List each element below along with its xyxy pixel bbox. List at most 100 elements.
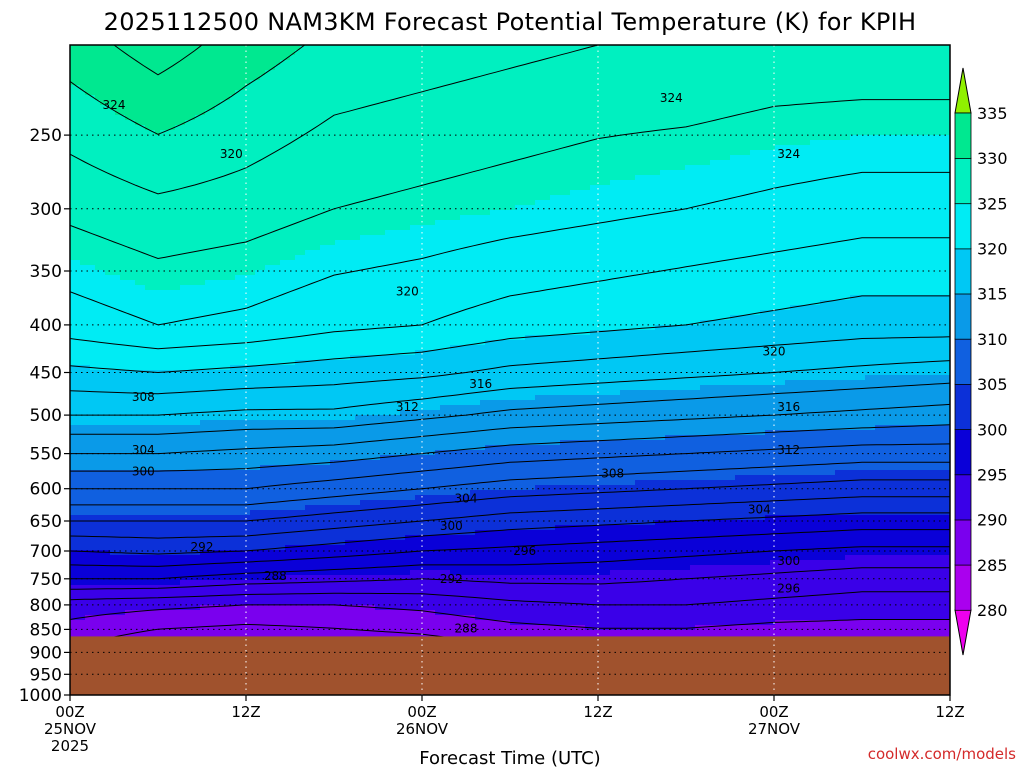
contour-line-298 [70,529,950,567]
contour-label: 296 [513,544,536,558]
colorbar-label: 335 [977,104,1008,123]
y-tick-label: 600 [30,480,62,500]
contour-line-324 [70,171,950,326]
colorbar-label: 315 [977,285,1008,304]
contour-line-294 [70,567,950,590]
contour-line-306 [70,461,950,506]
y-tick-label: 850 [30,620,62,640]
colorbar: 280 285 290 295 300 305 310 315 320 325 330 335 [954,67,1008,656]
contour-line-308 [70,443,950,490]
x-tick-label: 12Z [583,703,612,721]
colorbar-swatch [954,428,972,476]
plot-area: 324 320 324 324 320 320 316 316 312 312 308 308 304 3… [70,45,950,695]
contour-label: 292 [191,540,214,554]
x-tick-label: 12Z [231,703,260,721]
x-axis-label: Forecast Time (UTC) [419,748,600,768]
y-tick-label: 300 [30,200,62,220]
y-tick-label: 450 [30,364,62,384]
contour-line-310 [70,424,950,472]
contour-line-322 [70,237,950,350]
contour-label: 308 [601,467,624,481]
colorbar-label: 285 [977,556,1008,575]
contour-label: 300 [777,554,800,568]
x-tick-label: 25NOV [44,720,97,738]
x-tick-label: 26NOV [396,720,449,738]
colorbar-swatch [954,293,972,340]
y-tick-label: 800 [30,596,62,616]
contour-label: 304 [748,503,771,517]
y-tick-label: 700 [30,542,62,562]
x-tick-label: 00Z [55,703,84,721]
y-tick-label: 650 [30,512,62,532]
contour-line-326 [70,99,950,260]
plot-frame [69,44,951,696]
x-tick-label: 00Z [759,703,788,721]
colorbar-over-arrow [954,67,972,114]
grid-lines [70,45,950,695]
x-tick-label: 00Z [407,703,436,721]
chart-title: 2025112500 NAM3KM Forecast Potential Tem… [104,8,917,36]
y-tick-label: 1000 [19,686,62,706]
contour-label: 312 [396,400,419,414]
contour-line-314 [70,382,950,435]
y-tick-label: 550 [30,445,62,465]
credit-text: coolwx.com/models [868,745,1016,763]
contour-label: 288 [264,569,287,583]
contour-line-296 [70,546,950,580]
contour-labels: 324 320 324 324 320 320 316 316 312 312 308 308 304 3… [103,91,801,636]
contour-line-302 [70,496,950,539]
contour-label: 304 [132,443,155,457]
colorbar-label: 310 [977,330,1008,349]
contour-line-330 [70,45,305,135]
y-tick-label: 900 [30,643,62,663]
colorbar-swatch [954,112,972,159]
contour-label: 300 [132,465,155,479]
contour-label: 324 [660,91,683,105]
contour-label: 320 [220,147,243,161]
colorbar-label: 280 [977,601,1008,620]
colorbar-label: 295 [977,466,1008,485]
y-tick-label: 350 [30,262,62,282]
contour-label: 288 [455,621,478,635]
colorbar-label: 325 [977,194,1008,213]
contour-line-300 [70,512,950,555]
y-tick-label: 750 [30,570,62,590]
colorbar-under-arrow [954,609,972,656]
colorbar-swatch [954,202,972,250]
contour-line-312 [70,403,950,455]
y-tick-label: 400 [30,316,62,336]
filled-contours [70,45,950,695]
colorbar-label: 330 [977,149,1008,168]
contour-line-290 [70,604,950,629]
colorbar-label: 290 [977,511,1008,530]
colorbar-swatch [954,338,972,385]
y-tick-label: 250 [30,126,62,146]
colorbar-swatch [954,564,972,611]
pressure-axis: 250 300 350 400 450 500 550 600 650 700 750 800 850 9… [19,126,70,706]
colorbar-swatch [954,248,972,295]
x-tick-label: 12Z [935,703,964,721]
y-tick-label: 500 [30,406,62,426]
x-tick-label: 27NOV [748,720,801,738]
colorbar-swatch [954,383,972,431]
contour-label: 320 [396,284,419,298]
contour-label: 320 [763,344,786,358]
contour-line-292 [70,591,950,606]
terrain-ground [70,636,950,695]
contour-label: 296 [777,581,800,595]
contour-label: 324 [777,147,800,161]
x-tick-label: 2025 [51,737,89,755]
contour-label: 324 [103,98,126,112]
colorbar-label: 320 [977,240,1008,259]
y-tick-label: 950 [30,665,62,685]
contour-line-318 [70,336,950,395]
contour-label: 316 [469,377,492,391]
colorbar-label: 305 [977,375,1008,394]
contour-line-304 [70,479,950,522]
contour-label: 308 [132,390,155,404]
contour-line-316 [70,360,950,416]
contour-label: 312 [777,443,800,457]
contour-line-320 [70,295,950,374]
colorbar-swatch [954,474,972,521]
